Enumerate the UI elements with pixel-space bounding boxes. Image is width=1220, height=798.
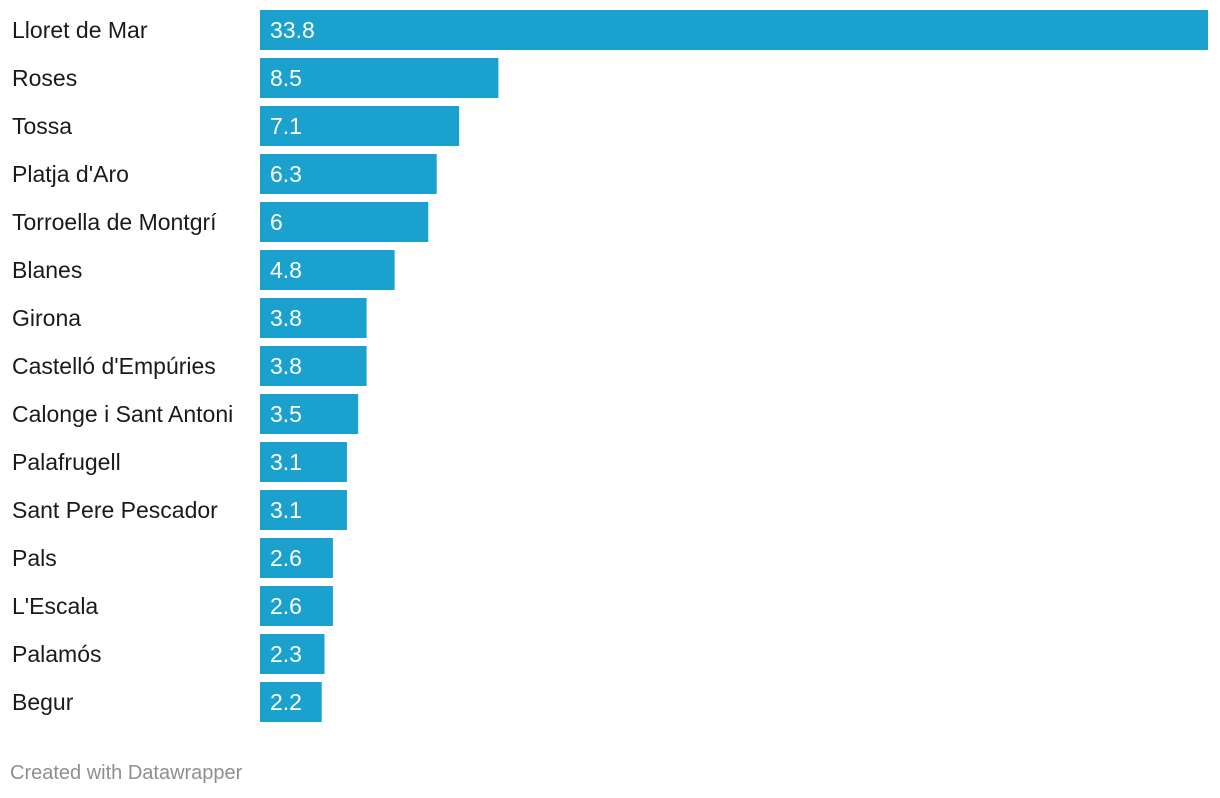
category-label: L'Escala — [12, 593, 98, 619]
bar — [260, 58, 499, 98]
category-label: Girona — [12, 305, 81, 331]
category-label: Torroella de Montgrí — [12, 209, 217, 235]
value-label: 6 — [270, 209, 283, 235]
value-label: 33.8 — [270, 17, 315, 43]
bar-row: Begur 2.2 — [12, 682, 322, 722]
value-label: 6.3 — [270, 161, 302, 187]
bar — [260, 442, 347, 482]
value-label: 8.5 — [270, 65, 302, 91]
value-label: 3.1 — [270, 449, 302, 475]
category-label: Sant Pere Pescador — [12, 497, 218, 523]
bar-row: Girona 3.8 — [12, 298, 367, 338]
bar-row: Calonge i Sant Antoni 3.5 — [12, 394, 359, 434]
value-label: 3.8 — [270, 305, 302, 331]
bar-row: Tossa 7.1 — [12, 106, 460, 146]
bar — [260, 586, 333, 626]
value-label: 3.1 — [270, 497, 302, 523]
category-label: Begur — [12, 689, 74, 715]
bar — [260, 394, 359, 434]
bar — [260, 682, 322, 722]
bar-row: Lloret de Mar 33.8 — [12, 10, 1208, 50]
value-label: 2.6 — [270, 545, 302, 571]
bar — [260, 106, 460, 146]
bar — [260, 250, 395, 290]
value-label: 7.1 — [270, 113, 302, 139]
category-label: Palamós — [12, 641, 101, 667]
bar-row: Sant Pere Pescador 3.1 — [12, 490, 347, 530]
bar-chart: Lloret de Mar 33.8 Roses 8.5 Tossa 7.1 Platja … — [12, 10, 1208, 722]
bar — [260, 10, 1208, 50]
category-label: Calonge i Sant Antoni — [12, 401, 233, 427]
value-label: 2.6 — [270, 593, 302, 619]
bar-row: Palamós 2.3 — [12, 634, 325, 674]
bar-row: Torroella de Montgrí 6 — [12, 202, 429, 242]
value-label: 3.5 — [270, 401, 302, 427]
value-label: 2.2 — [270, 689, 302, 715]
category-label: Platja d'Aro — [12, 161, 129, 187]
bar-row: Palafrugell 3.1 — [12, 442, 347, 482]
bar-row: Blanes 4.8 — [12, 250, 395, 290]
bar — [260, 154, 437, 194]
category-label: Tossa — [12, 113, 72, 139]
bar — [260, 538, 333, 578]
bar — [260, 298, 367, 338]
bar-row: Castelló d'Empúries 3.8 — [12, 346, 367, 386]
bar-row: Platja d'Aro 6.3 — [12, 154, 437, 194]
credit-text: Created with Datawrapper — [10, 762, 243, 784]
bar — [260, 634, 325, 674]
value-label: 4.8 — [270, 257, 302, 283]
value-label: 2.3 — [270, 641, 302, 667]
bar-row: Roses 8.5 — [12, 58, 499, 98]
bar — [260, 346, 367, 386]
bar — [260, 202, 429, 242]
bar-row: L'Escala 2.6 — [12, 586, 333, 626]
bar-row: Pals 2.6 — [12, 538, 333, 578]
category-label: Blanes — [12, 257, 82, 283]
category-label: Roses — [12, 65, 77, 91]
category-label: Castelló d'Empúries — [12, 353, 216, 379]
value-label: 3.8 — [270, 353, 302, 379]
category-label: Lloret de Mar — [12, 17, 148, 43]
bar — [260, 490, 347, 530]
category-label: Palafrugell — [12, 449, 121, 475]
category-label: Pals — [12, 545, 57, 571]
